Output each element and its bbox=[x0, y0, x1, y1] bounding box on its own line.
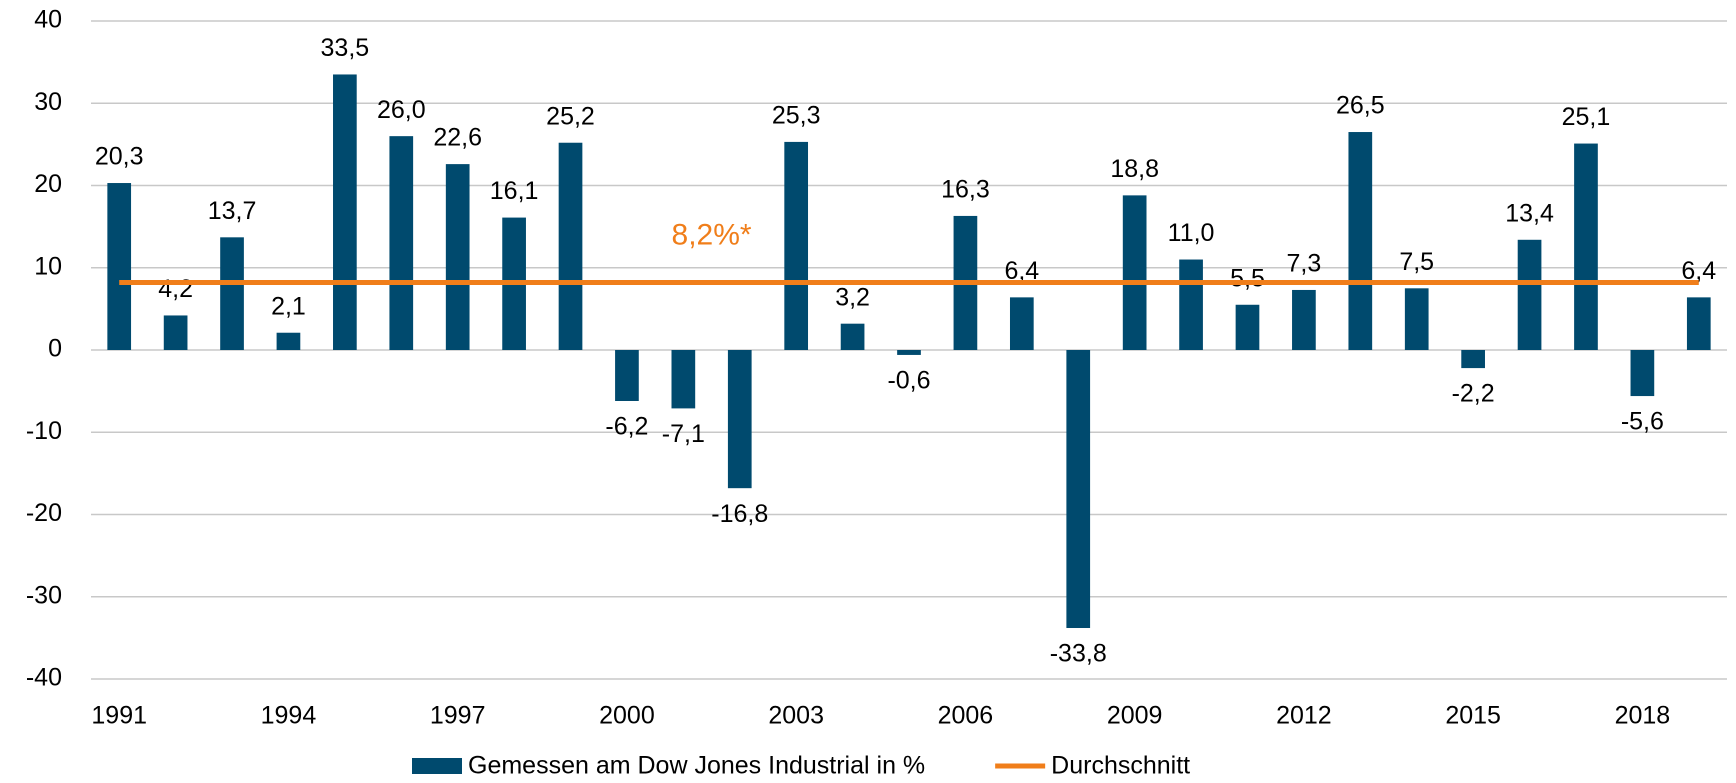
x-tick-label: 1997 bbox=[430, 702, 486, 730]
x-tick-label: 2006 bbox=[938, 702, 994, 730]
data-label: 25,2 bbox=[546, 102, 595, 130]
y-tick-label: -10 bbox=[26, 417, 62, 445]
y-tick-label: -20 bbox=[26, 499, 62, 527]
bar bbox=[220, 237, 244, 350]
y-tick-label: 20 bbox=[34, 170, 62, 198]
bar bbox=[558, 142, 583, 350]
data-label: 3,2 bbox=[835, 283, 870, 311]
data-label: 25,1 bbox=[1562, 103, 1611, 131]
x-tick-label: 1991 bbox=[91, 702, 147, 730]
bar bbox=[1066, 350, 1091, 629]
data-label: 16,3 bbox=[941, 176, 990, 204]
data-label: 20,3 bbox=[95, 143, 144, 171]
y-tick-label: 0 bbox=[48, 335, 62, 363]
bar bbox=[1404, 288, 1429, 350]
data-label: 33,5 bbox=[321, 34, 370, 62]
legend-swatch bbox=[412, 758, 462, 774]
bar bbox=[1348, 132, 1373, 350]
x-tick-label: 2018 bbox=[1615, 702, 1671, 730]
y-tick-label: -30 bbox=[26, 581, 62, 609]
bar bbox=[615, 350, 639, 401]
data-label: 25,3 bbox=[772, 102, 821, 130]
data-label: 26,0 bbox=[377, 96, 426, 124]
bar bbox=[1461, 350, 1485, 369]
x-tick-label: 2009 bbox=[1107, 702, 1163, 730]
data-label: 16,1 bbox=[490, 177, 539, 205]
x-tick-label: 1994 bbox=[261, 702, 317, 730]
bar bbox=[1686, 297, 1711, 350]
data-label: 22,6 bbox=[433, 124, 482, 152]
data-label: 7,5 bbox=[1399, 248, 1434, 276]
bar bbox=[107, 183, 132, 350]
bar bbox=[1235, 304, 1260, 350]
data-label: 4,2 bbox=[158, 275, 193, 303]
x-tick-label: 2015 bbox=[1445, 702, 1501, 730]
bar bbox=[727, 350, 752, 489]
data-label: -5,6 bbox=[1621, 408, 1664, 436]
data-label: 13,7 bbox=[208, 197, 257, 225]
data-label: -33,8 bbox=[1050, 640, 1107, 668]
bar bbox=[163, 315, 188, 350]
data-label: -2,2 bbox=[1452, 380, 1495, 408]
bar bbox=[1292, 289, 1316, 350]
data-label: 5,5 bbox=[1230, 264, 1265, 292]
legend-label: Durchschnitt bbox=[1051, 752, 1190, 780]
bar bbox=[1179, 259, 1203, 350]
data-label: -0,6 bbox=[887, 367, 930, 395]
bar bbox=[1517, 239, 1542, 350]
bar bbox=[1630, 350, 1655, 397]
y-tick-label: 40 bbox=[34, 6, 62, 34]
bar bbox=[897, 350, 921, 355]
data-label: 11,0 bbox=[1168, 219, 1215, 247]
bar bbox=[1122, 195, 1147, 350]
data-label: 2,1 bbox=[271, 292, 306, 320]
bar bbox=[333, 74, 357, 351]
data-label: 26,5 bbox=[1336, 92, 1385, 120]
data-label: 18,8 bbox=[1110, 155, 1159, 183]
bar bbox=[445, 164, 470, 350]
x-tick-label: 2003 bbox=[768, 702, 824, 730]
x-tick-label: 2012 bbox=[1276, 702, 1332, 730]
x-tick-label: 2000 bbox=[599, 702, 655, 730]
y-tick-label: 30 bbox=[34, 88, 62, 116]
data-label: -6,2 bbox=[605, 413, 648, 441]
bar bbox=[1574, 143, 1598, 350]
bar bbox=[784, 141, 809, 350]
data-label: -16,8 bbox=[711, 500, 768, 528]
y-tick-label: 10 bbox=[34, 252, 62, 280]
bar bbox=[1009, 297, 1034, 350]
data-label: 13,4 bbox=[1505, 199, 1554, 227]
bar bbox=[671, 350, 696, 409]
bar bbox=[276, 332, 301, 350]
data-label: -7,1 bbox=[662, 420, 705, 448]
legend-label: Gemessen am Dow Jones Industrial in % bbox=[468, 752, 925, 780]
bar bbox=[840, 323, 865, 350]
data-label: 7,3 bbox=[1287, 250, 1322, 278]
y-tick-label: -40 bbox=[26, 664, 62, 692]
bar bbox=[389, 136, 414, 350]
average-label: 8,2%* bbox=[672, 218, 752, 251]
